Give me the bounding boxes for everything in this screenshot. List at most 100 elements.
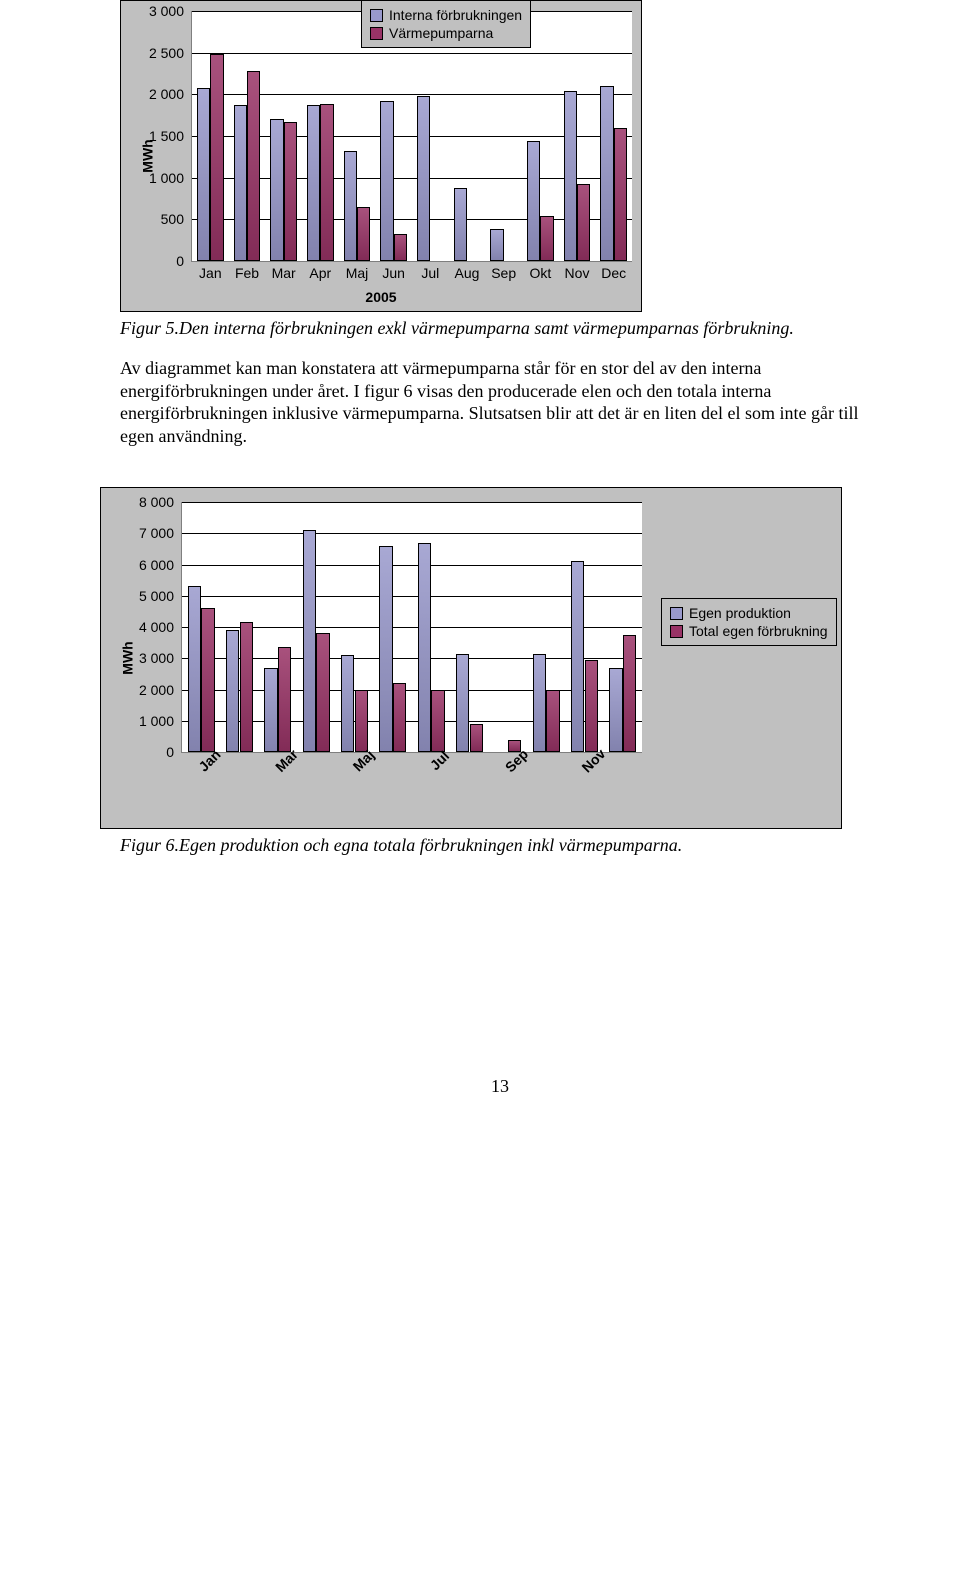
y-tick-label: 3 000 [139,650,182,666]
y-tick-label: 8 000 [139,494,182,510]
bar [316,633,329,752]
bar [264,668,277,752]
bar [197,88,210,261]
y-tick-label: 500 [161,211,192,227]
bar [454,188,467,261]
gridline [192,53,632,54]
bar [355,690,368,753]
x-tick-label: Feb [235,261,259,281]
gridline [182,502,642,503]
x-tick-label: Apr [309,261,331,281]
bar [456,654,469,752]
y-tick-label: 2 000 [139,682,182,698]
legend-label: Egen produktion [689,605,791,621]
bar [600,86,613,261]
chart2-caption: Figur 6.Egen produktion och egna totala … [120,835,880,856]
bar [585,660,598,752]
bar [270,119,283,261]
x-tick-label: Nov [565,261,590,281]
y-tick-label: 2 000 [149,86,192,102]
bar [278,647,291,752]
x-tick-label: Jan [199,261,222,281]
bar [341,655,354,752]
bar [379,546,392,752]
legend-item: Total egen förbrukning [670,623,828,639]
bar [393,683,406,752]
y-tick-label: 7 000 [139,525,182,541]
bar [240,622,253,752]
bar [394,234,407,261]
y-tick-label: 0 [176,253,192,269]
bar [564,91,577,261]
chart1-plot-area: 05001 0001 5002 0002 5003 000JanFebMarAp… [191,11,632,262]
chart1-x-axis-label: 2005 [365,289,396,305]
bar [188,586,201,752]
x-tick-label: Jun [382,261,405,281]
bar [303,530,316,752]
bar [490,229,503,261]
x-tick-label: Sep [491,261,516,281]
y-tick-label: 0 [166,744,182,760]
bar [577,184,590,261]
body-paragraph: Av diagrammet kan man konstatera att vär… [120,357,880,447]
legend-label: Värmepumparna [389,25,493,41]
bar [614,128,627,261]
bar [284,122,297,261]
bar [201,608,214,752]
bar [417,96,430,261]
bar [470,724,483,752]
x-tick-label: Maj [346,261,369,281]
bar [380,101,393,261]
x-tick-label: Mar [272,261,296,281]
x-tick-label: Sep [499,743,531,775]
chart2-plot-area: 01 0002 0003 0004 0005 0006 0007 0008 00… [181,502,642,753]
chart1-caption: Figur 5.Den interna förbrukningen exkl v… [120,318,880,339]
bar [210,54,223,261]
bar [623,635,636,752]
legend-swatch [670,607,683,620]
x-tick-label: Jul [421,261,439,281]
gridline [182,533,642,534]
bar [418,543,431,752]
bar [533,654,546,752]
chart2-y-axis-label: MWh [120,641,136,674]
bar [546,690,559,753]
bar [234,105,247,261]
bar [247,71,260,261]
legend-swatch [670,625,683,638]
legend-item: Interna förbrukningen [370,7,522,23]
bar [320,104,333,261]
y-tick-label: 6 000 [139,557,182,573]
chart2-legend: Egen produktion Total egen förbrukning [661,598,837,646]
y-tick-label: 1 500 [149,128,192,144]
bar [357,207,370,261]
chart1: MWh 05001 0001 5002 0002 5003 000JanFebM… [120,0,642,312]
x-tick-label: Aug [455,261,480,281]
bar [571,561,584,752]
legend-item: Värmepumparna [370,25,522,41]
legend-item: Egen produktion [670,605,828,621]
bar [527,141,540,261]
bar [307,105,320,261]
chart1-legend: Interna förbrukningen Värmepumparna [361,0,531,48]
chart2: MWh 01 0002 0003 0004 0005 0006 0007 000… [100,487,842,829]
legend-label: Interna förbrukningen [389,7,522,23]
legend-swatch [370,9,383,22]
y-tick-label: 4 000 [139,619,182,635]
y-tick-label: 2 500 [149,45,192,61]
y-tick-label: 3 000 [149,3,192,19]
bar [609,668,622,752]
x-tick-label: Dec [601,261,626,281]
y-tick-label: 1 000 [149,170,192,186]
y-tick-label: 1 000 [139,713,182,729]
bar [226,630,239,752]
bar [540,216,553,261]
page-number: 13 [120,1076,880,1097]
x-tick-label: Okt [529,261,551,281]
bar [344,151,357,261]
y-tick-label: 5 000 [139,588,182,604]
legend-label: Total egen förbrukning [689,623,828,639]
bar [431,690,444,753]
chart1-y-axis-label: MWh [140,139,156,172]
legend-swatch [370,27,383,40]
